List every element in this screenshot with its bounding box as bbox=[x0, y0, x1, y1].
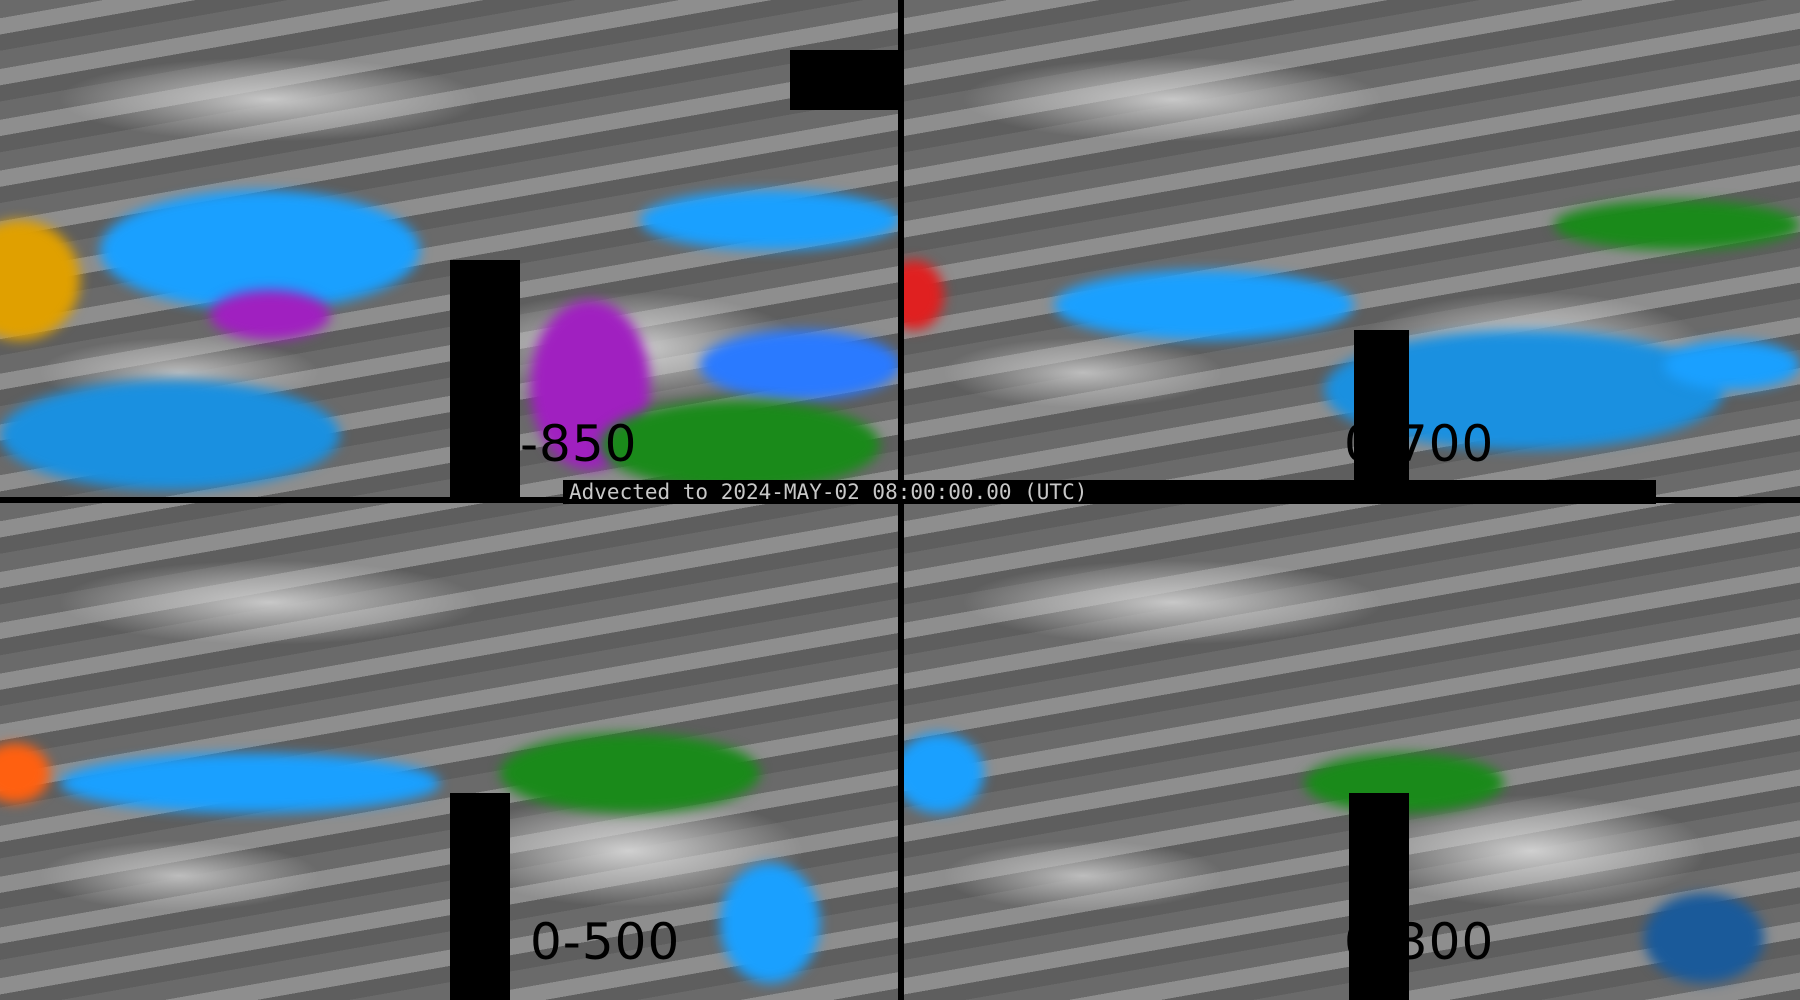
panel-850: -850 bbox=[0, 0, 898, 497]
advection-time-banner: Advected to 2024-MAY-02 08:00:00.00 (UTC… bbox=[563, 480, 1656, 504]
level-label: 0-500 bbox=[530, 913, 681, 971]
moisture-blob bbox=[1664, 340, 1800, 390]
moisture-blob bbox=[640, 190, 898, 250]
missing-data-area bbox=[790, 50, 898, 110]
moisture-blob bbox=[1554, 200, 1800, 250]
moisture-blob bbox=[904, 733, 984, 813]
level-label: 0-300 bbox=[1344, 913, 1495, 971]
moisture-blob bbox=[1054, 270, 1354, 340]
moisture-blob bbox=[700, 330, 898, 400]
missing-data-strip bbox=[1349, 793, 1409, 1000]
missing-data-strip bbox=[450, 793, 510, 1000]
panel-300: 0-300 bbox=[904, 503, 1800, 1000]
level-label: -850 bbox=[520, 415, 638, 473]
panel-500: 0-500 bbox=[0, 503, 898, 1000]
panel-700: 0-700 bbox=[904, 0, 1800, 497]
moisture-blob bbox=[60, 753, 440, 813]
missing-data-strip bbox=[1354, 330, 1409, 497]
moisture-blob bbox=[1644, 893, 1764, 983]
moisture-blob bbox=[500, 733, 760, 813]
level-label: 0-700 bbox=[1344, 415, 1495, 473]
moisture-blob bbox=[600, 400, 880, 490]
missing-data-strip bbox=[450, 260, 520, 497]
moisture-blob bbox=[720, 863, 820, 983]
moisture-blob bbox=[210, 290, 330, 340]
moisture-blob bbox=[0, 380, 340, 490]
